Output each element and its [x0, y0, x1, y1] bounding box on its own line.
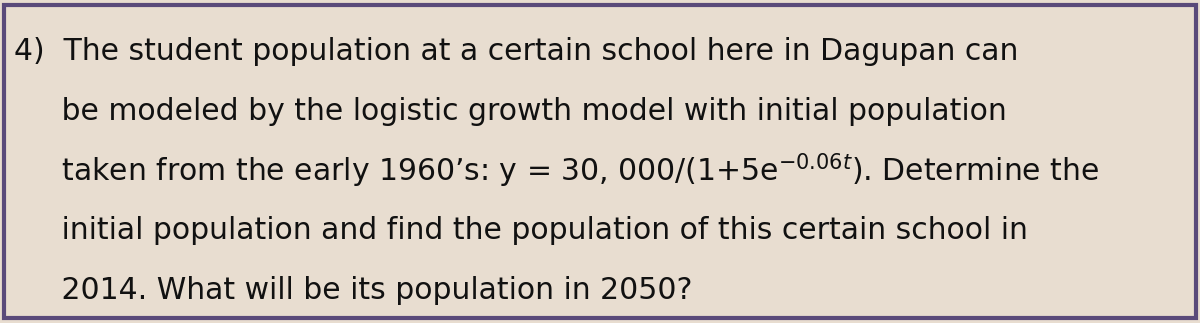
Text: taken from the early 1960’s: y = 30, 000/(1+5e$^{-0.06t}$). Determine the: taken from the early 1960’s: y = 30, 000… [14, 152, 1099, 191]
FancyBboxPatch shape [4, 5, 1196, 318]
Text: be modeled by the logistic growth model with initial population: be modeled by the logistic growth model … [14, 97, 1007, 126]
Text: initial population and find the population of this certain school in: initial population and find the populati… [14, 216, 1028, 245]
Text: 2014. What will be its population in 2050?: 2014. What will be its population in 205… [14, 276, 692, 305]
Text: 4)  The student population at a certain school here in Dagupan can: 4) The student population at a certain s… [14, 37, 1019, 66]
